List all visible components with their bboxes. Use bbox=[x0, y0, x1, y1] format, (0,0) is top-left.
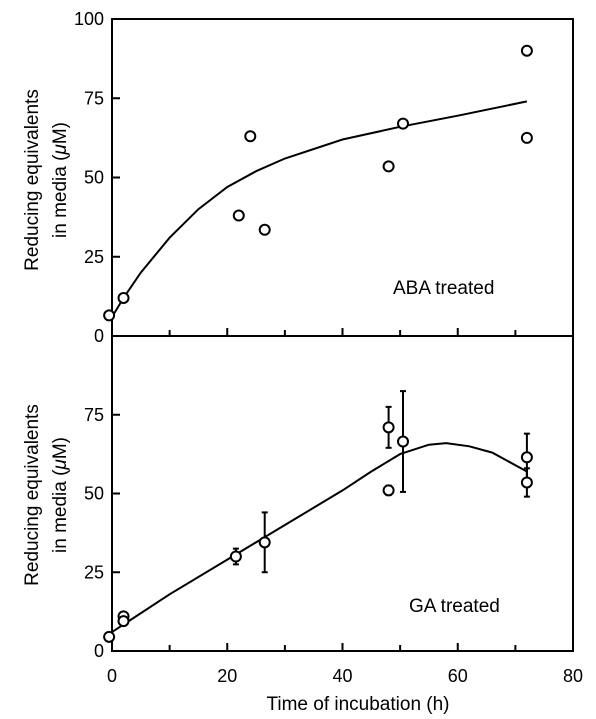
bottom-data-point bbox=[258, 536, 271, 549]
top-ylabel-line2-prefix: in media ( bbox=[50, 154, 71, 238]
plot-layer: 0 25 50 75 100 0 25 50 75 0 20 40 60 80 bbox=[74, 9, 583, 686]
top-ytick-label: 25 bbox=[84, 247, 104, 267]
top-ylabel-2: in media (μM) bbox=[50, 122, 71, 238]
bottom-ylabel-2: in media (μM) bbox=[50, 437, 71, 553]
bottom-ytick-label: 75 bbox=[84, 405, 104, 425]
xtick-label: 20 bbox=[217, 666, 237, 686]
top-data-point bbox=[232, 209, 245, 222]
bottom-ylabel-mu: μ bbox=[50, 459, 71, 471]
top-ylabel-line1: Reducing equivalents bbox=[22, 89, 43, 271]
bottom-data-point bbox=[382, 421, 395, 434]
top-data-point bbox=[117, 291, 130, 304]
bottom-fit-curve bbox=[111, 442, 528, 633]
top-annotation: ABA treated bbox=[393, 278, 494, 299]
bottom-annotation: GA treated bbox=[409, 596, 500, 617]
xtick-label: 80 bbox=[563, 666, 583, 686]
top-ylabel: Reducing equivalents bbox=[22, 89, 43, 271]
top-data-point bbox=[382, 160, 395, 173]
top-data-point bbox=[244, 130, 257, 143]
bottom-data-point bbox=[520, 451, 533, 464]
top-data-point bbox=[258, 223, 271, 236]
top-data-point bbox=[520, 131, 533, 144]
bottom-data-point bbox=[382, 484, 395, 497]
bottom-ylabel-line2-prefix: in media ( bbox=[50, 469, 71, 553]
bottom-data-point bbox=[397, 435, 410, 448]
bottom-ytick-label: 0 bbox=[94, 641, 104, 661]
top-ytick-label: 75 bbox=[84, 88, 104, 108]
bottom-data-point bbox=[229, 550, 242, 563]
top-data-point bbox=[103, 309, 116, 322]
top-ytick-label: 50 bbox=[84, 168, 104, 188]
top-ylabel-mu: μ bbox=[50, 144, 71, 156]
bottom-ytick-label: 25 bbox=[84, 562, 104, 582]
bottom-ylabel-line1: Reducing equivalents bbox=[22, 404, 43, 586]
top-ytick-label: 100 bbox=[74, 9, 104, 29]
bottom-data-point bbox=[103, 630, 116, 643]
top-ytick-label: 0 bbox=[94, 326, 104, 346]
bottom-ylabel: Reducing equivalents bbox=[22, 404, 43, 586]
x-axis-title: Time of incubation (h) bbox=[266, 694, 449, 715]
top-data-point bbox=[520, 44, 533, 57]
bottom-ylabel-line2-suffix: M) bbox=[50, 437, 71, 459]
xtick-label: 0 bbox=[107, 666, 117, 686]
top-data-point bbox=[397, 117, 410, 130]
top-ylabel-line2-suffix: M) bbox=[50, 122, 71, 144]
bottom-data-point bbox=[520, 476, 533, 489]
xtick-label: 40 bbox=[332, 666, 352, 686]
top-fit-curve bbox=[111, 100, 528, 318]
bottom-ytick-label: 50 bbox=[84, 484, 104, 504]
bottom-data-point bbox=[117, 615, 130, 628]
xtick-label: 60 bbox=[448, 666, 468, 686]
